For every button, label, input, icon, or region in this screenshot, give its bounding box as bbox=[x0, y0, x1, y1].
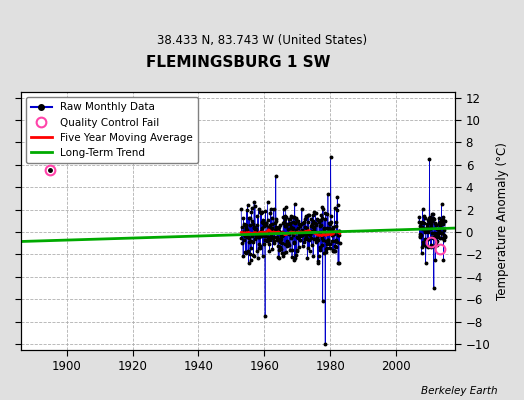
Legend: Raw Monthly Data, Quality Control Fail, Five Year Moving Average, Long-Term Tren: Raw Monthly Data, Quality Control Fail, … bbox=[26, 97, 198, 163]
Text: 38.433 N, 83.743 W (United States): 38.433 N, 83.743 W (United States) bbox=[157, 34, 367, 47]
Text: Berkeley Earth: Berkeley Earth bbox=[421, 386, 498, 396]
Y-axis label: Temperature Anomaly (°C): Temperature Anomaly (°C) bbox=[496, 142, 509, 300]
Title: FLEMINGSBURG 1 SW: FLEMINGSBURG 1 SW bbox=[146, 55, 330, 70]
